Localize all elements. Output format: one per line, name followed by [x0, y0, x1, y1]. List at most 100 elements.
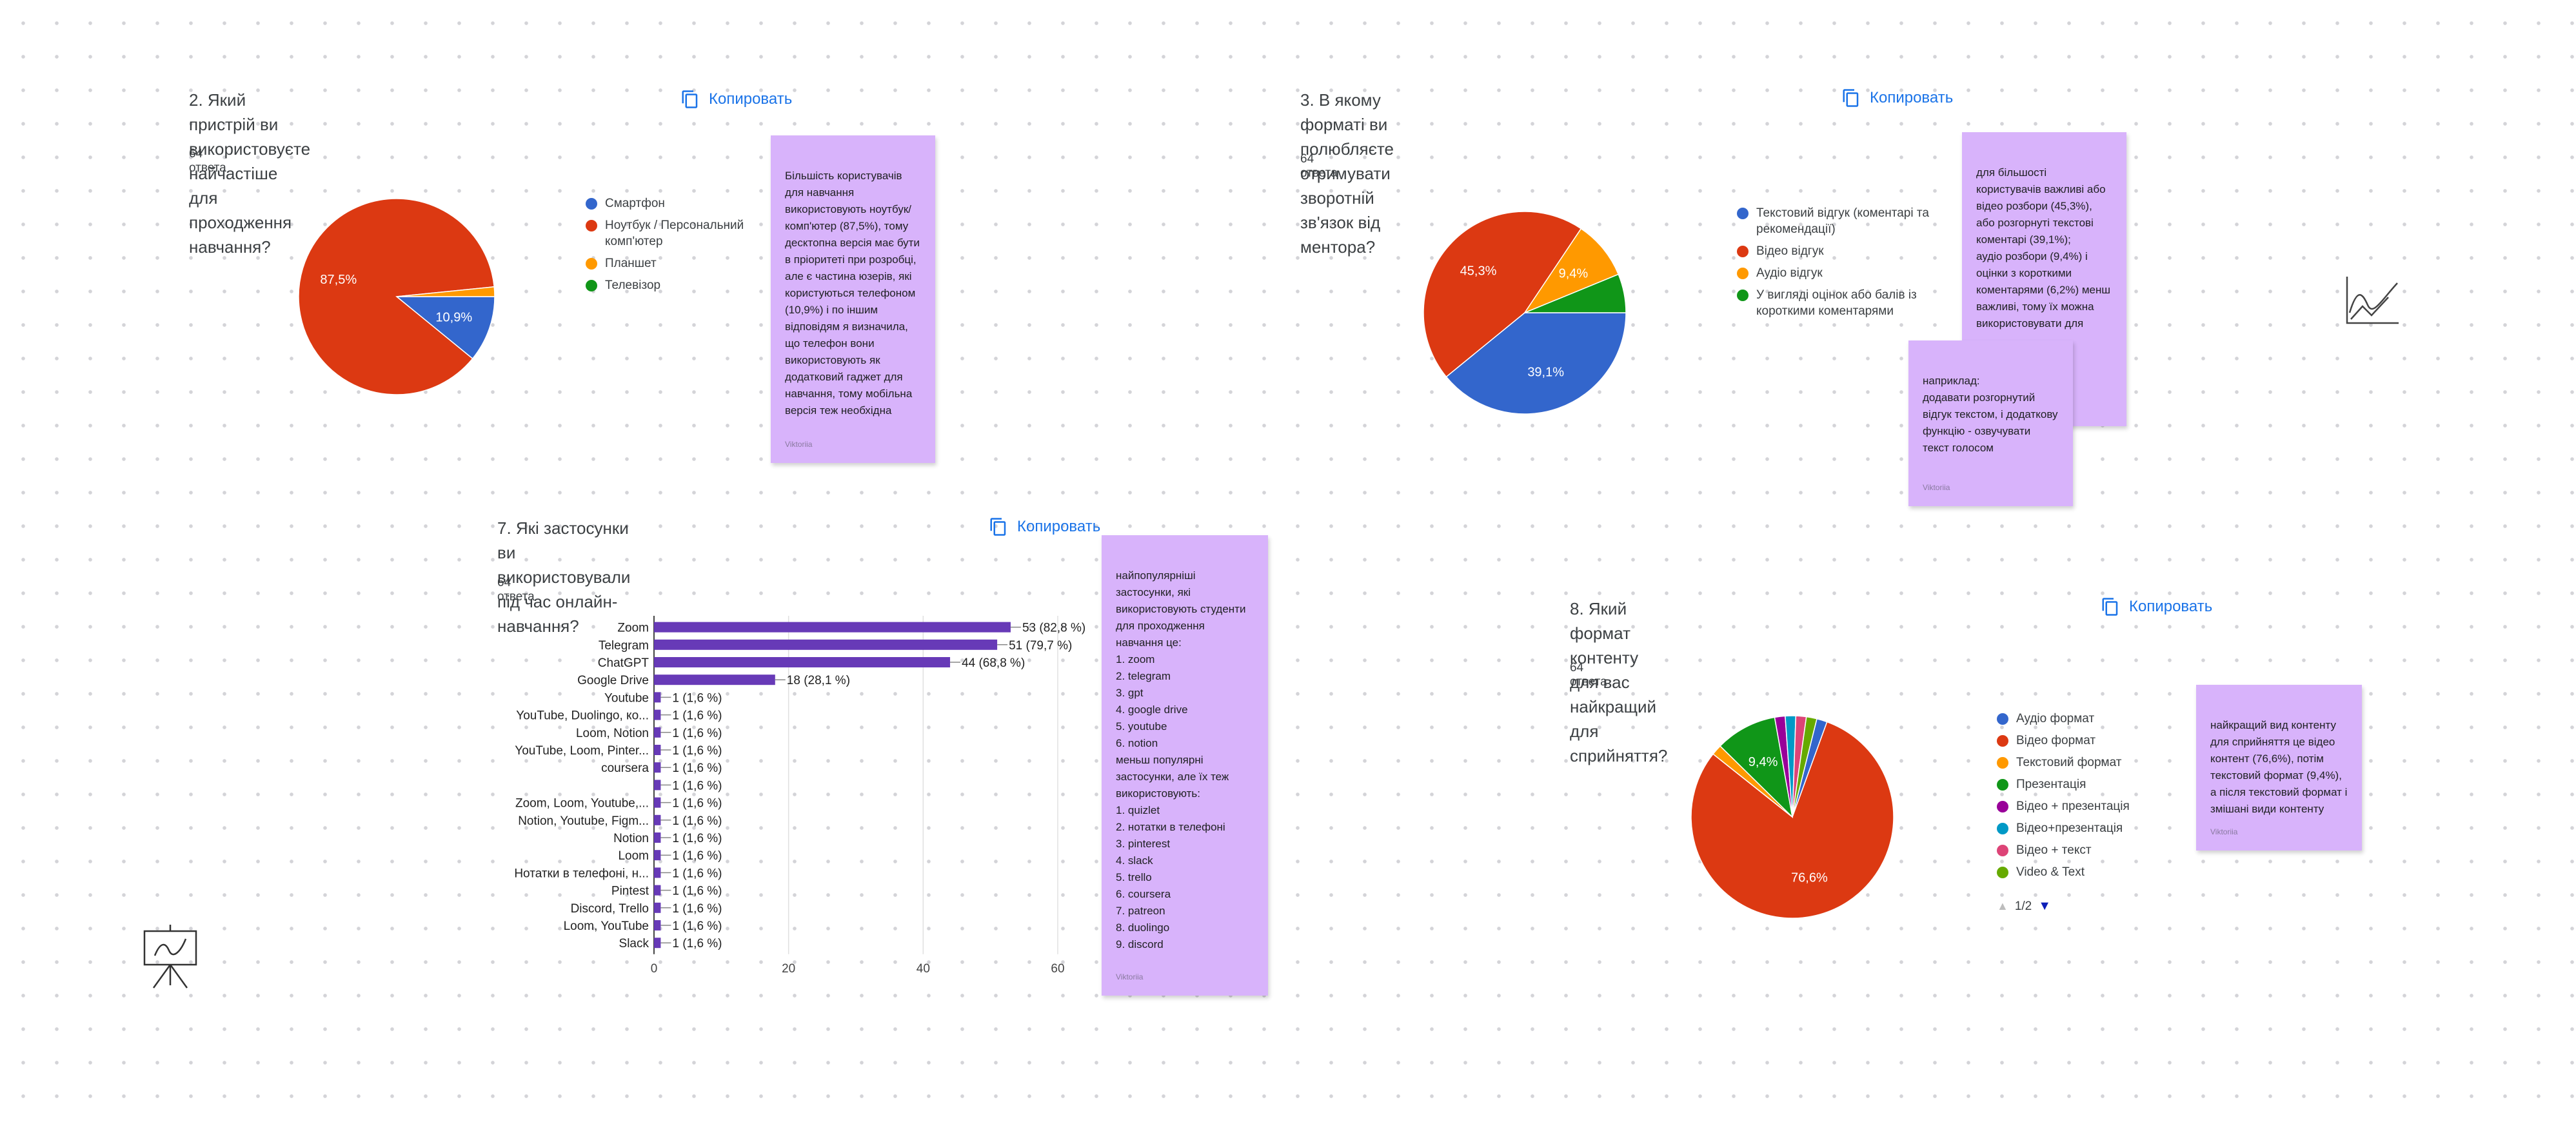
presentation-board-icon[interactable] — [141, 923, 200, 990]
y-category-label: Notion, Youtube, Figm... — [518, 814, 649, 828]
legend-label: Ноутбук / Персональний комп'ютер — [605, 219, 744, 248]
legend-q3: Текстовий відгук (коментарі та рекоменда… — [1737, 205, 1943, 325]
pager-label: 1/2 — [2014, 899, 2032, 913]
legend-dot — [1997, 779, 2008, 791]
pie-slice-label: 45,3% — [1460, 264, 1497, 278]
legend-dot — [1737, 208, 1749, 219]
sticky-note-text: Більшість користувачів для навчання вико… — [785, 170, 920, 417]
legend-label: Планшет — [605, 257, 657, 270]
y-category-label: Google Drive — [577, 674, 649, 687]
sticky-note-author: Viktoriia — [2210, 827, 2238, 836]
sticky-note-text: для більшості користувачів важливі або в… — [1976, 166, 2111, 330]
bar — [654, 814, 661, 825]
question-7-copy-button[interactable]: Копировать — [989, 517, 1100, 537]
bar — [654, 762, 661, 773]
copy-button-label: Копировать — [2129, 598, 2213, 615]
legend-item: Презентація — [1997, 776, 2165, 792]
sticky-note-text: наприклад: додавати розгорнутий відгук т… — [1923, 375, 2058, 454]
sticky-note-text: найпопулярніші застосунки, які використо… — [1116, 569, 1246, 950]
sticky-note-q3-example[interactable]: наприклад: додавати розгорнутий відгук т… — [1908, 340, 2073, 506]
bar — [654, 780, 661, 791]
legend-label: Аудіо відгук — [1756, 266, 1823, 280]
pie-slice — [1445, 312, 1627, 415]
pager-prev-icon[interactable]: ▲ — [1997, 900, 2008, 912]
bar-data-label: 1 (1,6 %) — [672, 849, 722, 863]
legend-label: Відео + презентація — [2016, 800, 2130, 813]
x-tick-label: 40 — [916, 962, 930, 976]
question-8-title-line1: 8. Який формат контенту для вас найкращи… — [1570, 599, 1657, 741]
question-3-title: 3. В якому форматі ви полюбляєте отримув… — [1300, 88, 1394, 259]
bar — [654, 850, 661, 861]
question-8-response-count: 64 ответа — [1570, 661, 1607, 689]
legend-item: Відео формат — [1997, 733, 2165, 749]
pie-slice-label: 76,6% — [1791, 871, 1828, 885]
legend-dot — [586, 280, 597, 291]
question-7-title-line1: 7. Які застосунки ви використовували під… — [497, 518, 631, 611]
sticky-note-q2[interactable]: Більшість користувачів для навчання вико… — [771, 135, 935, 463]
legend-label: Смартфон — [605, 197, 665, 210]
bar — [654, 885, 661, 896]
pie-slice — [1690, 721, 1894, 919]
legend-item: У вигляді оцінок або балів із короткими … — [1737, 287, 1943, 319]
legend-item: Смартфон — [586, 195, 760, 212]
question-2-title-line2: проходження навчання? — [189, 213, 292, 257]
pie-slice-label: 10,9% — [435, 311, 472, 325]
bar — [654, 902, 661, 913]
legend-label: У вигляді оцінок або балів із короткими … — [1756, 288, 1917, 318]
question-3-title-line1: 3. В якому форматі ви полюбляєте отримув… — [1300, 90, 1394, 208]
chart-line-icon[interactable] — [2343, 274, 2401, 326]
y-category-label: ChatGPT — [598, 656, 649, 670]
question-8-title: 8. Який формат контенту для вас найкращи… — [1570, 596, 1667, 768]
legend-label: Відео формат — [2016, 734, 2096, 747]
legend-dot — [1737, 268, 1749, 279]
legend-label: Текстовий формат — [2016, 756, 2122, 769]
y-category-label: Telegram — [599, 639, 649, 653]
legend-item: Телевізор — [586, 277, 760, 293]
copy-button-label: Копировать — [1870, 89, 1954, 106]
legend-label: Телевізор — [605, 279, 661, 292]
bar — [654, 709, 661, 720]
question-2-copy-button[interactable]: Копировать — [680, 89, 792, 110]
y-category-label: Loom — [618, 849, 649, 863]
pie-slice — [298, 198, 495, 395]
pie-slice — [1792, 716, 1818, 818]
question-7-title-line2: навчання? — [497, 616, 579, 636]
bar-data-label: 1 (1,6 %) — [672, 920, 722, 933]
y-category-label: YouTube, Loom, Pinter... — [515, 744, 649, 758]
legend-dot — [1997, 757, 2008, 769]
bar-data-label: 1 (1,6 %) — [672, 867, 722, 880]
legend-label: Video & Text — [2016, 865, 2085, 879]
bar-data-label: 1 (1,6 %) — [672, 832, 722, 845]
question-3-copy-button[interactable]: Копировать — [1841, 88, 1953, 108]
pie-slice-label: 9,4% — [1559, 266, 1589, 280]
bar-data-label: 1 (1,6 %) — [672, 744, 722, 758]
y-category-label: Loom, Notion — [576, 727, 649, 740]
pager-next-icon[interactable]: ▼ — [2038, 899, 2052, 913]
pie-slice — [396, 286, 495, 297]
legend-item: Ноутбук / Персональний комп'ютер — [586, 217, 760, 250]
legend-dot — [1737, 246, 1749, 257]
bar-data-label: 1 (1,6 %) — [672, 779, 722, 792]
legend-item: Текстовий формат — [1997, 754, 2165, 771]
bar-data-label: 1 (1,6 %) — [672, 937, 722, 950]
copy-icon — [1843, 89, 1859, 107]
legend-item: Відео відгук — [1737, 243, 1943, 259]
legend-dot — [1997, 801, 2008, 812]
bar-data-label: 1 (1,6 %) — [672, 814, 722, 828]
legend-dot — [1737, 290, 1749, 301]
legend-item: Аудіо формат — [1997, 711, 2165, 727]
copy-button-label: Копировать — [709, 90, 793, 108]
sticky-note-q7[interactable]: найпопулярніші застосунки, які використо… — [1102, 535, 1268, 996]
pie-chart-q2: 10,9% 87,5% — [298, 198, 495, 395]
y-category-label: Slack — [619, 937, 649, 950]
legend-item: Аудіо відгук — [1737, 265, 1943, 281]
legend-pager: ▲ 1/2 ▼ — [1997, 899, 2051, 914]
bar — [654, 938, 661, 949]
legend-label: Презентація — [2016, 778, 2086, 791]
bar-data-label: 1 (1,6 %) — [672, 762, 722, 775]
legend-item: Відео + текст — [1997, 842, 2165, 858]
question-8-copy-button[interactable]: Копировать — [2101, 596, 2212, 617]
sticky-note-q8[interactable]: найкращий вид контенту для сприйняття це… — [2196, 685, 2362, 851]
copy-icon — [2102, 598, 2118, 616]
pie-slice — [395, 296, 495, 360]
